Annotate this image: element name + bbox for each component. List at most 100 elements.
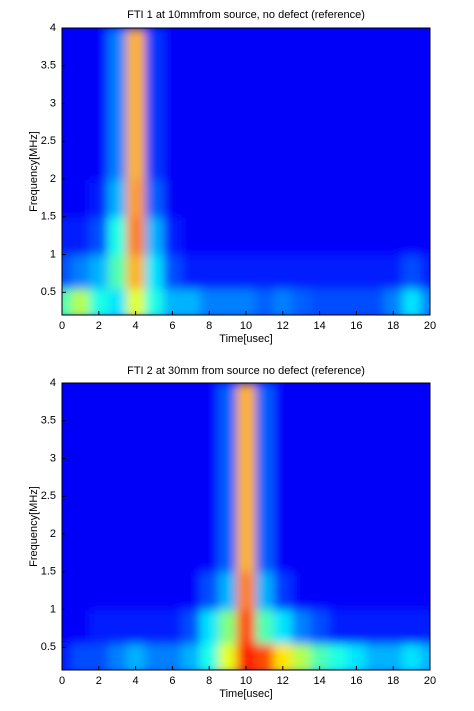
heatmap-cell [402, 103, 422, 142]
heatmap-cell [200, 420, 219, 460]
heatmap-cell [163, 288, 183, 315]
heatmap-cell [402, 643, 422, 670]
heatmap-cell [347, 103, 367, 142]
heatmap-cell [347, 254, 367, 290]
heatmap-cell [347, 28, 367, 67]
heatmap-cell [310, 288, 330, 315]
heatmap-cell [236, 458, 256, 497]
heatmap-cell [236, 609, 256, 645]
heatmap-cell [200, 141, 219, 180]
heatmap-cell [402, 383, 422, 422]
heatmap-cell [236, 420, 256, 460]
heatmap-cell [89, 141, 109, 180]
heatmap-cell [218, 420, 238, 460]
heatmap-cell [89, 643, 109, 670]
heatmap-cell [328, 458, 348, 497]
heatmap-cell [273, 141, 293, 180]
heatmap-cell [402, 141, 422, 180]
x-axis-label: Time[usec] [219, 333, 272, 345]
heatmap-cell [273, 28, 293, 67]
heatmap-cell [200, 179, 219, 218]
heatmap-cell [126, 458, 146, 497]
heatmap-cell [181, 420, 201, 460]
heatmap-cell [328, 216, 348, 256]
heatmap-cell [62, 65, 72, 105]
heatmap-cell [292, 103, 311, 142]
heatmap-cell [310, 216, 330, 256]
heatmap-cell [292, 496, 311, 535]
heatmap-cell [347, 571, 367, 611]
heatmap-cell [255, 609, 275, 645]
chart: FTI 2 at 30mm from source no defect (ref… [28, 365, 436, 700]
y-tick-label: 2.5 [41, 135, 56, 147]
heatmap-cell [347, 643, 367, 670]
heatmap-cell [292, 28, 311, 67]
heatmap-cell [310, 609, 330, 645]
heatmap-cell [347, 534, 367, 573]
heatmap-cell [365, 254, 385, 290]
heatmap-cell [310, 420, 330, 460]
heatmap-cell [144, 65, 164, 105]
heatmap-cell [328, 179, 348, 218]
x-tick-label: 18 [387, 320, 399, 332]
heatmap-cell [236, 643, 256, 670]
heatmap-cell [163, 383, 183, 422]
y-tick-label: 2.5 [41, 490, 56, 502]
heatmap-cell [347, 458, 367, 497]
heatmap-cell [255, 65, 275, 105]
y-tick-label: 4 [50, 22, 56, 34]
heatmap-cell [163, 254, 183, 290]
heatmap-cell [420, 28, 430, 67]
heatmap-cell [236, 571, 256, 611]
heatmap-cell [384, 496, 403, 535]
x-tick-label: 10 [240, 320, 252, 332]
chart: FTI 1 at 10mmfrom source, no defect (ref… [28, 9, 436, 345]
heatmap-cell [273, 254, 293, 290]
heatmap-cell [71, 383, 91, 422]
x-tick-label: 14 [313, 675, 325, 687]
heatmap-cell [200, 383, 219, 422]
heatmap-cell [62, 141, 72, 180]
heatmap-cell [71, 65, 91, 105]
y-tick-label: 4 [50, 377, 56, 389]
heatmap-cell [310, 643, 330, 670]
heatmap-cell [328, 534, 348, 573]
heatmap-cell [292, 288, 311, 315]
x-tick-label: 2 [96, 675, 102, 687]
heatmap-cell [292, 420, 311, 460]
y-tick-label: 0.5 [41, 641, 56, 653]
heatmap-cell [163, 103, 183, 142]
heatmap-cell [255, 496, 275, 535]
heatmap-cell [218, 103, 238, 142]
heatmap-cell [218, 609, 238, 645]
heatmap-cell [218, 254, 238, 290]
heatmap-cell [71, 496, 91, 535]
y-tick-label: 1.5 [41, 211, 56, 223]
heatmap-cell [420, 458, 430, 497]
heatmap-cell [218, 65, 238, 105]
heatmap-cell [89, 216, 109, 256]
heatmap-cell [347, 141, 367, 180]
heatmap-cell [71, 571, 91, 611]
heatmap-cell [62, 288, 72, 315]
heatmap-cell [402, 254, 422, 290]
heatmap-cell [108, 288, 127, 315]
heatmap-cell [328, 643, 348, 670]
heatmap-cell [108, 65, 127, 105]
heatmap-cell [236, 383, 256, 422]
heatmap [62, 383, 430, 670]
heatmap-cell [292, 609, 311, 645]
heatmap-cell [420, 496, 430, 535]
heatmap-cell [181, 496, 201, 535]
heatmap-cell [218, 458, 238, 497]
heatmap-cell [126, 65, 146, 105]
heatmap-cell [62, 643, 72, 670]
heatmap-cell [255, 643, 275, 670]
heatmap-cell [384, 609, 403, 645]
heatmap-cell [365, 643, 385, 670]
heatmap-cell [384, 141, 403, 180]
heatmap-cell [163, 65, 183, 105]
heatmap-cell [144, 496, 164, 535]
heatmap-cell [347, 288, 367, 315]
heatmap-cell [255, 254, 275, 290]
